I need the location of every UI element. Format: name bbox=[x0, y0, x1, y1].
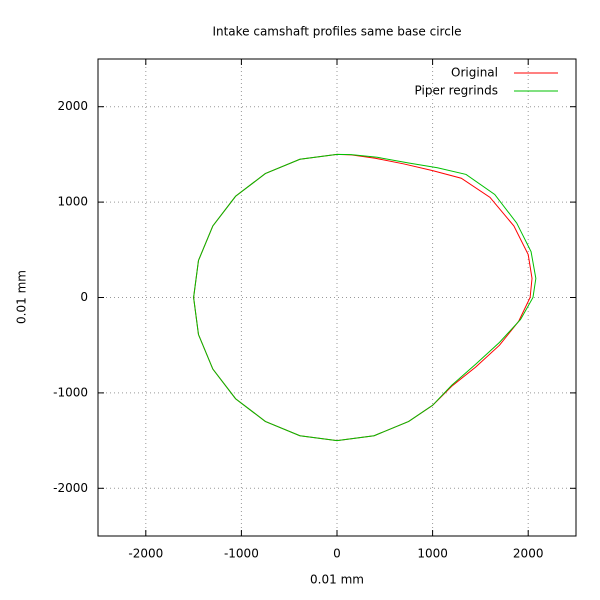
x-tick-label: -1000 bbox=[224, 547, 259, 561]
y-tick-label: -1000 bbox=[53, 385, 88, 399]
legend-label: Original bbox=[451, 66, 498, 80]
x-axis-label: 0.01 mm bbox=[310, 573, 364, 587]
x-tick-label: 1000 bbox=[417, 547, 448, 561]
legend-label: Piper regrinds bbox=[415, 84, 498, 98]
y-tick-label: 0 bbox=[80, 290, 88, 304]
y-tick-label: -2000 bbox=[53, 481, 88, 495]
plot-frame bbox=[97, 58, 577, 537]
y-tick-label: 1000 bbox=[57, 195, 88, 209]
y-axis-label: 0.01 mm bbox=[15, 270, 29, 324]
x-tick-label: -2000 bbox=[128, 547, 163, 561]
x-tick-label: 2000 bbox=[513, 547, 544, 561]
y-tick-label: 2000 bbox=[57, 99, 88, 113]
x-tick-label: 0 bbox=[333, 547, 341, 561]
series-line bbox=[193, 153, 537, 442]
chart-title: Intake camshaft profiles same base circl… bbox=[212, 25, 461, 39]
